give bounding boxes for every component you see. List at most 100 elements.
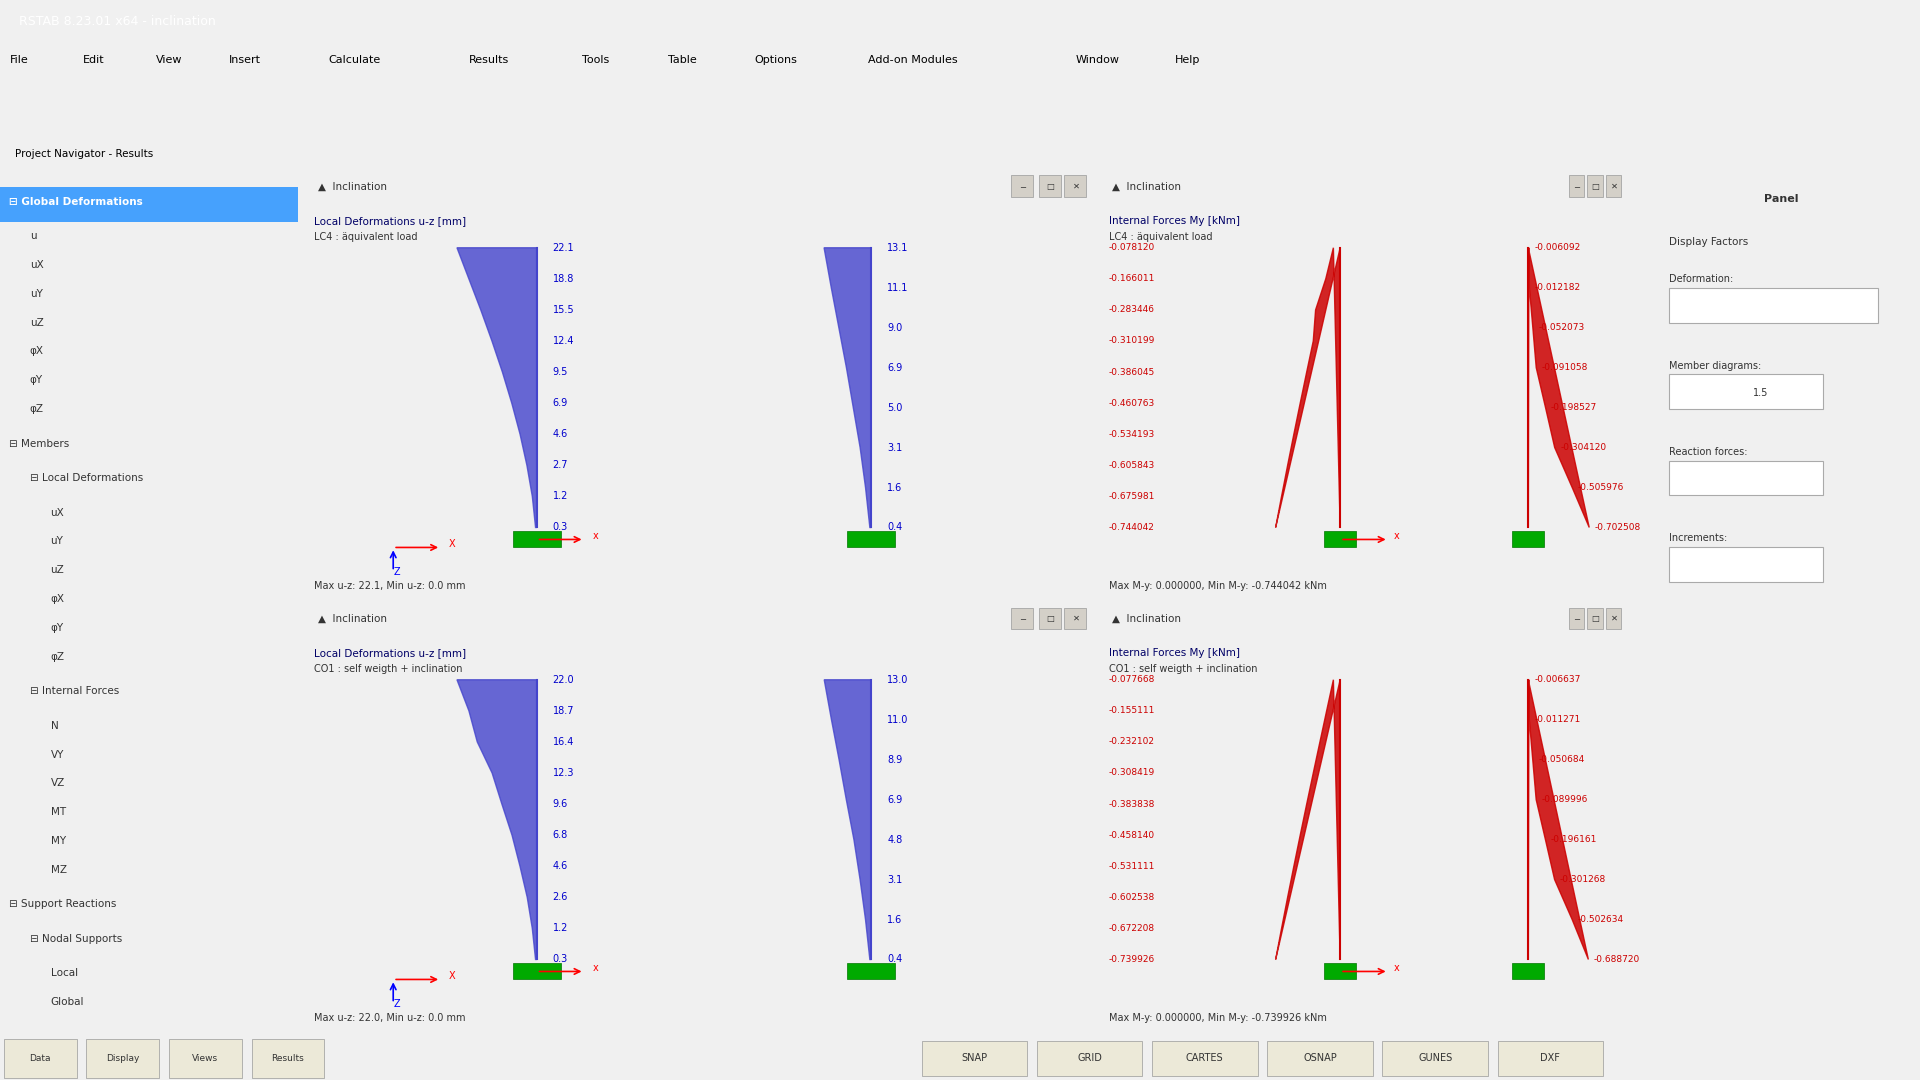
Text: 18.7: 18.7 bbox=[553, 706, 574, 716]
Text: 3.1: 3.1 bbox=[887, 443, 902, 453]
Bar bbox=[1039, 607, 1062, 629]
Bar bbox=[1039, 175, 1062, 197]
Text: -0.531111: -0.531111 bbox=[1110, 862, 1156, 870]
Bar bbox=[1325, 963, 1356, 980]
Bar bbox=[1668, 288, 1878, 323]
Text: Results: Results bbox=[271, 1054, 305, 1063]
Text: -0.502634: -0.502634 bbox=[1578, 915, 1624, 924]
Text: -0.304120: -0.304120 bbox=[1561, 443, 1607, 453]
Text: Options: Options bbox=[755, 55, 797, 66]
Text: -0.386045: -0.386045 bbox=[1110, 367, 1156, 377]
Text: Max M-y: 0.000000, Min M-y: -0.744042 kNm: Max M-y: 0.000000, Min M-y: -0.744042 kN… bbox=[1110, 581, 1327, 592]
Text: 12.4: 12.4 bbox=[553, 336, 574, 346]
Text: ⊟ Nodal Supports: ⊟ Nodal Supports bbox=[31, 934, 123, 944]
Text: 6.9: 6.9 bbox=[887, 795, 902, 805]
Bar bbox=[1668, 375, 1822, 409]
Text: MT: MT bbox=[50, 807, 65, 818]
Text: VY: VY bbox=[50, 750, 63, 759]
Bar bbox=[0, 187, 298, 221]
Text: φZ: φZ bbox=[31, 404, 44, 414]
Text: Tools: Tools bbox=[582, 55, 609, 66]
Text: ✕: ✕ bbox=[1611, 613, 1619, 623]
Bar bbox=[1588, 607, 1603, 629]
Text: 9.5: 9.5 bbox=[553, 367, 568, 377]
Text: 3.1: 3.1 bbox=[887, 875, 902, 885]
Text: -0.739926: -0.739926 bbox=[1110, 955, 1156, 964]
Text: SNAP: SNAP bbox=[962, 1053, 987, 1064]
Text: 12.3: 12.3 bbox=[553, 768, 574, 778]
Text: GRID: GRID bbox=[1077, 1053, 1102, 1064]
Text: -0.196161: -0.196161 bbox=[1551, 835, 1597, 845]
Text: -0.077668: -0.077668 bbox=[1110, 675, 1156, 685]
Text: Z: Z bbox=[394, 999, 399, 1010]
Text: 11.1: 11.1 bbox=[887, 283, 908, 293]
Text: -0.166011: -0.166011 bbox=[1110, 274, 1156, 283]
Text: uZ: uZ bbox=[31, 318, 44, 327]
Text: -0.011271: -0.011271 bbox=[1534, 715, 1580, 725]
Text: φX: φX bbox=[31, 347, 44, 356]
Text: Window: Window bbox=[1075, 55, 1119, 66]
Text: □: □ bbox=[1592, 613, 1599, 623]
Text: ⊟ Global Deformations: ⊟ Global Deformations bbox=[10, 197, 142, 206]
Text: -0.050684: -0.050684 bbox=[1538, 755, 1584, 765]
Text: -0.232102: -0.232102 bbox=[1110, 738, 1156, 746]
Polygon shape bbox=[1275, 247, 1340, 527]
Bar bbox=[1668, 461, 1822, 496]
Text: -0.198527: -0.198527 bbox=[1551, 403, 1597, 413]
Bar bbox=[922, 1041, 1027, 1076]
Text: 8.9: 8.9 bbox=[887, 755, 902, 765]
Bar bbox=[1152, 1041, 1258, 1076]
Text: Local: Local bbox=[50, 969, 77, 978]
Text: 6.8: 6.8 bbox=[553, 831, 568, 840]
Bar bbox=[1569, 175, 1584, 197]
Text: 4.6: 4.6 bbox=[553, 861, 568, 872]
Text: File: File bbox=[10, 55, 29, 66]
Polygon shape bbox=[457, 679, 536, 959]
Text: Max u-z: 22.1, Min u-z: 0.0 mm: Max u-z: 22.1, Min u-z: 0.0 mm bbox=[313, 581, 465, 592]
Text: -0.052073: -0.052073 bbox=[1538, 323, 1584, 333]
Text: ─: ─ bbox=[1020, 613, 1025, 623]
Bar bbox=[86, 1039, 159, 1078]
Text: 22.0: 22.0 bbox=[553, 675, 574, 685]
Text: RSTAB 8.23.01 x64 - inclination: RSTAB 8.23.01 x64 - inclination bbox=[19, 15, 215, 28]
Text: 4.8: 4.8 bbox=[887, 835, 902, 845]
Text: 13.1: 13.1 bbox=[887, 243, 908, 253]
Bar bbox=[513, 531, 561, 548]
Text: uY: uY bbox=[31, 288, 42, 299]
Bar bbox=[1064, 175, 1087, 197]
Text: uX: uX bbox=[31, 260, 44, 270]
Bar bbox=[1010, 607, 1033, 629]
Text: MY: MY bbox=[50, 836, 65, 846]
Text: 0.3: 0.3 bbox=[553, 955, 568, 964]
Text: Max u-z: 22.0, Min u-z: 0.0 mm: Max u-z: 22.0, Min u-z: 0.0 mm bbox=[313, 1013, 465, 1024]
Text: ▲  Inclination: ▲ Inclination bbox=[1112, 613, 1181, 623]
Bar bbox=[1588, 175, 1603, 197]
Text: 0.4: 0.4 bbox=[887, 955, 902, 964]
Text: x: x bbox=[1394, 531, 1400, 541]
Text: Max M-y: 0.000000, Min M-y: -0.739926 kNm: Max M-y: 0.000000, Min M-y: -0.739926 kN… bbox=[1110, 1013, 1327, 1024]
Text: 5.0: 5.0 bbox=[887, 403, 902, 413]
Text: -0.688720: -0.688720 bbox=[1594, 955, 1640, 964]
Text: -0.310199: -0.310199 bbox=[1110, 337, 1156, 346]
Text: ⊟ Local Deformations: ⊟ Local Deformations bbox=[31, 473, 142, 483]
Bar bbox=[1325, 531, 1356, 548]
Text: 18.8: 18.8 bbox=[553, 274, 574, 284]
Bar bbox=[4, 1039, 77, 1078]
Bar bbox=[1064, 607, 1087, 629]
Text: -0.602538: -0.602538 bbox=[1110, 893, 1156, 902]
Bar bbox=[1267, 1041, 1373, 1076]
Bar bbox=[1010, 175, 1033, 197]
Text: ▲  Inclination: ▲ Inclination bbox=[317, 613, 386, 623]
Text: -0.078120: -0.078120 bbox=[1110, 243, 1156, 253]
Text: -0.155111: -0.155111 bbox=[1110, 706, 1156, 715]
Text: Data: Data bbox=[29, 1054, 52, 1063]
Text: Calculate: Calculate bbox=[328, 55, 380, 66]
Text: -0.383838: -0.383838 bbox=[1110, 799, 1156, 809]
Polygon shape bbox=[457, 247, 536, 527]
Text: Increments:: Increments: bbox=[1668, 534, 1728, 543]
Text: Deformation:: Deformation: bbox=[1668, 274, 1734, 284]
Text: ▲  Inclination: ▲ Inclination bbox=[1112, 181, 1181, 191]
Text: -0.283446: -0.283446 bbox=[1110, 306, 1156, 314]
Text: LC4 : äquivalent load: LC4 : äquivalent load bbox=[313, 232, 417, 242]
Text: 1.2: 1.2 bbox=[553, 491, 568, 501]
